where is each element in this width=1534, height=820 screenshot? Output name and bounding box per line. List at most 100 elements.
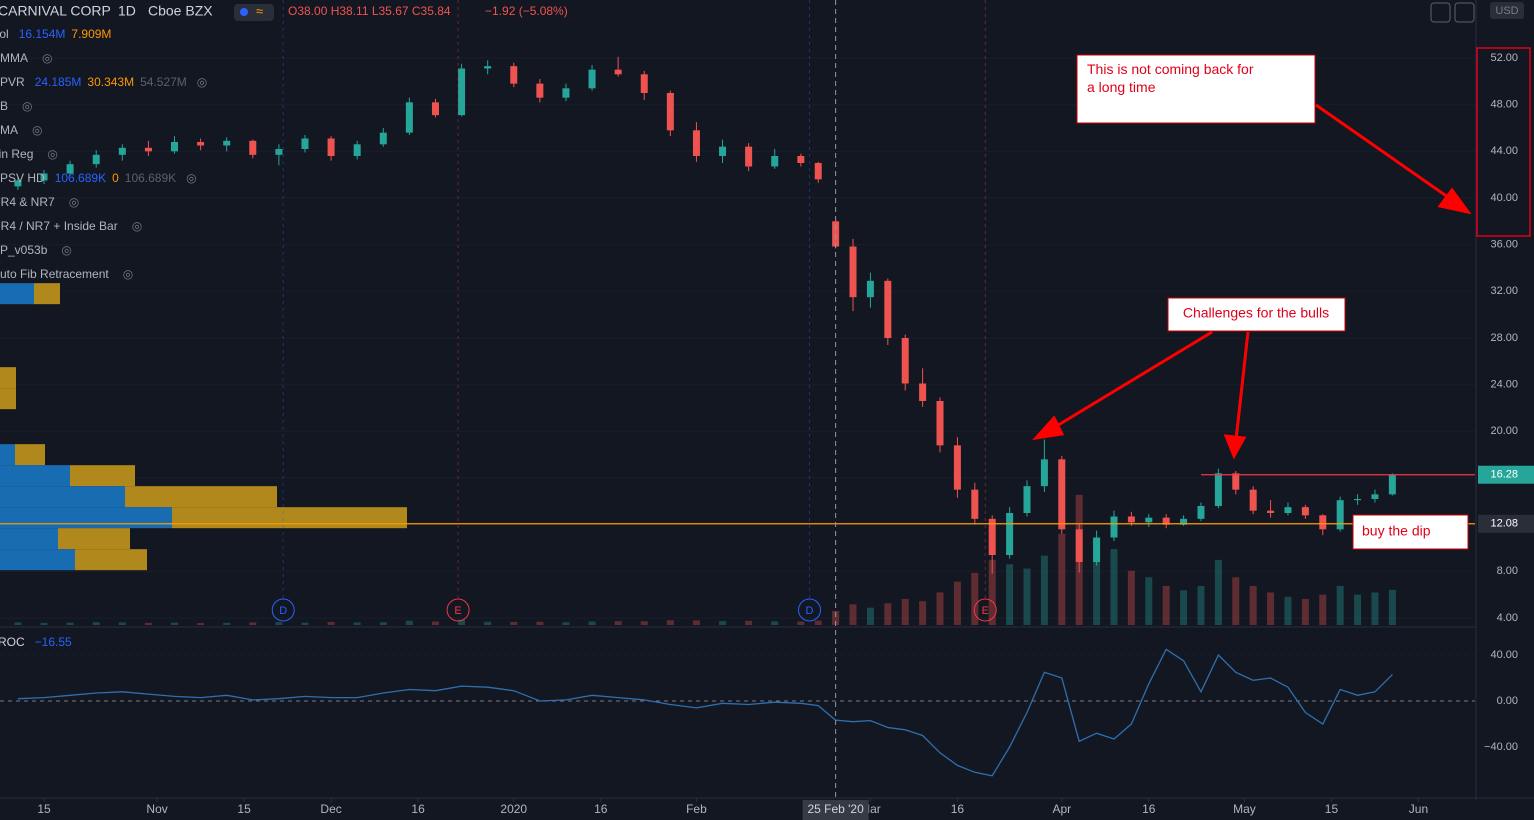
event-badge bbox=[798, 598, 822, 622]
x-tick-label: Nov bbox=[146, 802, 167, 816]
volume-bar bbox=[771, 621, 779, 625]
volume-bar bbox=[14, 622, 22, 625]
eye-icon: ◎ bbox=[132, 219, 142, 233]
candle-body bbox=[40, 173, 48, 181]
pane-title: ROC bbox=[0, 635, 25, 649]
crosshair-label: 25 Feb '20 bbox=[807, 802, 864, 816]
y-tick-label: 40.00 bbox=[1490, 192, 1518, 204]
note-line: a long time bbox=[1087, 79, 1156, 95]
candle-body bbox=[405, 102, 413, 133]
volume-bar bbox=[353, 622, 361, 625]
button[interactable] bbox=[1430, 2, 1451, 23]
candle-body bbox=[1284, 507, 1292, 513]
candle-body bbox=[832, 221, 840, 247]
eye-icon: ◎ bbox=[69, 195, 79, 209]
profile-up bbox=[0, 444, 15, 466]
status-dot bbox=[240, 8, 248, 16]
candle-body bbox=[92, 154, 100, 165]
volume-bar bbox=[118, 622, 126, 625]
candle-body bbox=[771, 155, 779, 167]
x-tick-label: 15 bbox=[237, 802, 251, 816]
indicator-value: 24.185M bbox=[35, 75, 82, 89]
candle-body bbox=[797, 155, 805, 163]
candle-body bbox=[1232, 473, 1240, 490]
volume-bar bbox=[884, 603, 892, 625]
candle-body bbox=[588, 69, 596, 89]
volume-bar bbox=[901, 598, 909, 625]
y-tick-label: 32.00 bbox=[1490, 285, 1518, 297]
indicator-value: 0 bbox=[112, 171, 119, 185]
indicator-name: EMA bbox=[0, 123, 18, 137]
candle-body bbox=[953, 445, 961, 490]
volume-bar bbox=[223, 622, 231, 625]
profile-down bbox=[58, 528, 130, 550]
candle-body bbox=[1388, 474, 1396, 495]
candle-body bbox=[14, 180, 22, 187]
status-badge[interactable] bbox=[234, 4, 274, 21]
volume-bar bbox=[614, 621, 622, 625]
profile-down bbox=[75, 549, 147, 571]
profile-down bbox=[34, 283, 60, 305]
candle-body bbox=[223, 140, 231, 146]
indicator-value: 16.154M bbox=[19, 27, 66, 41]
candle-body bbox=[1058, 459, 1066, 530]
y-tick-label: −40.00 bbox=[1484, 741, 1518, 753]
x-tick-label: May bbox=[1233, 802, 1256, 816]
y-tick-label: 8.00 bbox=[1497, 565, 1518, 577]
volume-bar bbox=[936, 592, 944, 625]
note: This is not coming back for a long time bbox=[1087, 61, 1254, 95]
volume-bar bbox=[536, 621, 544, 625]
candle-body bbox=[327, 138, 335, 156]
volume-bar bbox=[588, 621, 596, 625]
profile-down bbox=[172, 507, 407, 529]
volume-bar bbox=[275, 622, 283, 625]
volume-bar bbox=[1110, 549, 1118, 625]
candle-body bbox=[1023, 486, 1031, 513]
volume-bar bbox=[640, 621, 648, 625]
profile-down bbox=[15, 444, 45, 466]
candle-body bbox=[614, 69, 622, 75]
x-tick-label: 2020 bbox=[500, 802, 527, 816]
candle-body bbox=[1214, 473, 1222, 506]
volume-bar bbox=[719, 621, 727, 625]
button[interactable] bbox=[1454, 2, 1475, 23]
profile-up bbox=[0, 283, 34, 305]
x-tick-label: 16 bbox=[1142, 802, 1156, 816]
volume-bar bbox=[562, 622, 570, 625]
profile-down bbox=[0, 388, 16, 410]
candle-body bbox=[919, 383, 927, 401]
candle-body bbox=[1180, 518, 1188, 525]
candle-body bbox=[510, 66, 518, 84]
arrows bbox=[1032, 103, 1472, 460]
symbol: CARNIVAL CORP bbox=[0, 3, 111, 19]
volume-bar bbox=[510, 621, 518, 625]
candle-body bbox=[971, 489, 979, 519]
event-label: D bbox=[806, 605, 814, 617]
event-label: E bbox=[454, 605, 461, 617]
volume-bar bbox=[66, 622, 74, 625]
indicator-value: 106.689K bbox=[125, 171, 176, 185]
candle-body bbox=[562, 88, 570, 98]
candle-body bbox=[1093, 537, 1101, 562]
volume-bar bbox=[692, 620, 700, 625]
volume-bar bbox=[1284, 596, 1292, 625]
currency-box bbox=[1490, 2, 1524, 19]
volume-bar bbox=[1388, 589, 1396, 625]
indicator-name: Auto Fib Retracement bbox=[0, 267, 109, 281]
eye-icon: ◎ bbox=[22, 99, 32, 113]
volume-bar bbox=[797, 621, 805, 625]
candle-body bbox=[1319, 515, 1327, 530]
volume-bar bbox=[458, 619, 466, 625]
y-tick-label: 4.00 bbox=[1497, 612, 1518, 624]
price-label-box bbox=[1478, 514, 1534, 533]
volume-bar bbox=[988, 559, 996, 625]
candle-body bbox=[1040, 459, 1048, 487]
price-label: 16.28 bbox=[1490, 469, 1518, 481]
arrow-head bbox=[1032, 415, 1065, 441]
indicator-name: SMMA bbox=[0, 51, 28, 65]
candle-body bbox=[1145, 517, 1153, 523]
y-tick-label: 40.00 bbox=[1490, 649, 1518, 661]
candle-body bbox=[197, 141, 205, 146]
x-tick-label: Dec bbox=[320, 802, 341, 816]
